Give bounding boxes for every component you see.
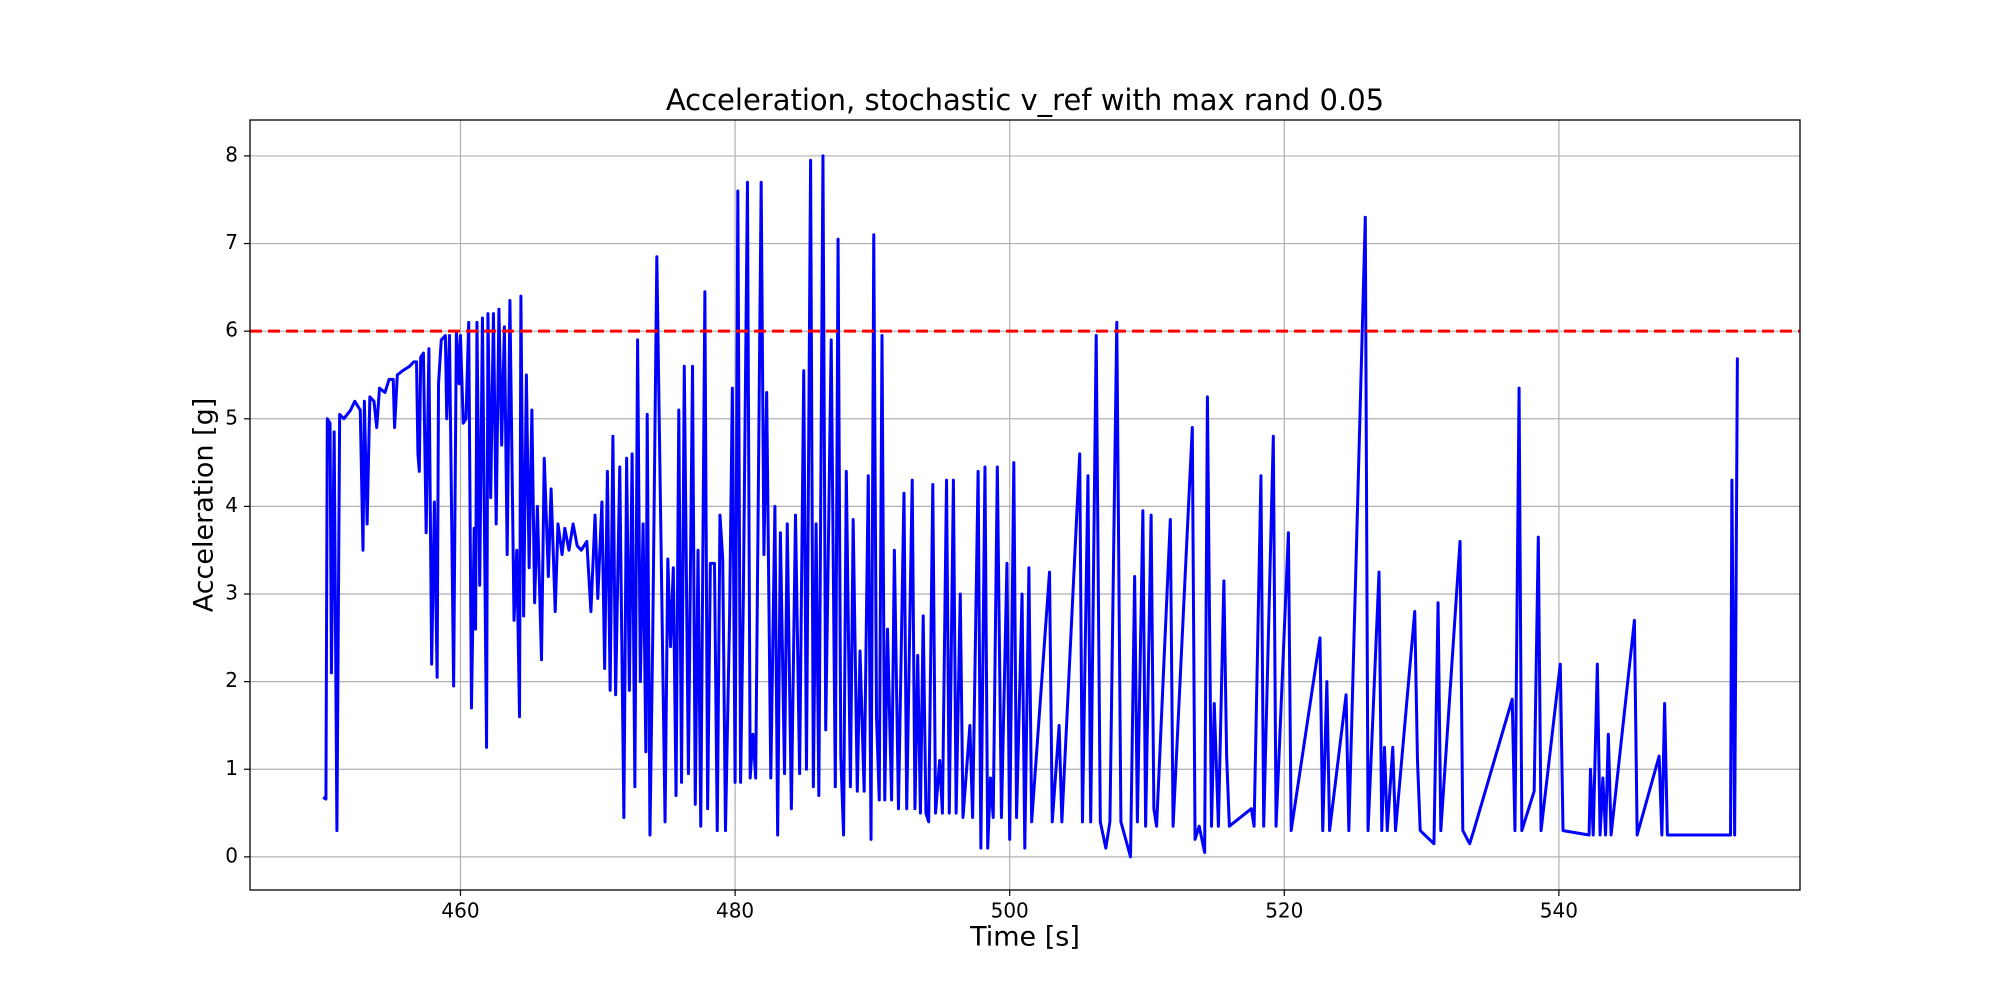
y-tick-label: 1 [225, 756, 238, 780]
y-tick-label: 3 [225, 581, 238, 605]
x-axis-label: Time [s] [969, 922, 1080, 953]
y-axis-label: Acceleration [g] [189, 398, 220, 613]
y-tick-label: 6 [225, 318, 238, 342]
y-tick-label: 5 [225, 405, 238, 429]
x-tick-label: 520 [1265, 899, 1303, 923]
chart-title: Acceleration, stochastic v_ref with max … [666, 83, 1384, 117]
y-tick-label: 8 [225, 142, 238, 166]
x-tick-label: 500 [991, 899, 1029, 923]
plot-frame [249, 119, 1801, 891]
data-line [322, 154, 1739, 859]
y-tick-label: 4 [225, 493, 238, 517]
y-tick-label: 7 [225, 230, 238, 254]
x-tick-label: 480 [716, 899, 754, 923]
y-tick-label: 0 [225, 843, 238, 867]
x-tick-label: 540 [1540, 899, 1578, 923]
x-tick-label: 460 [441, 899, 479, 923]
y-tick-label: 2 [225, 668, 238, 692]
